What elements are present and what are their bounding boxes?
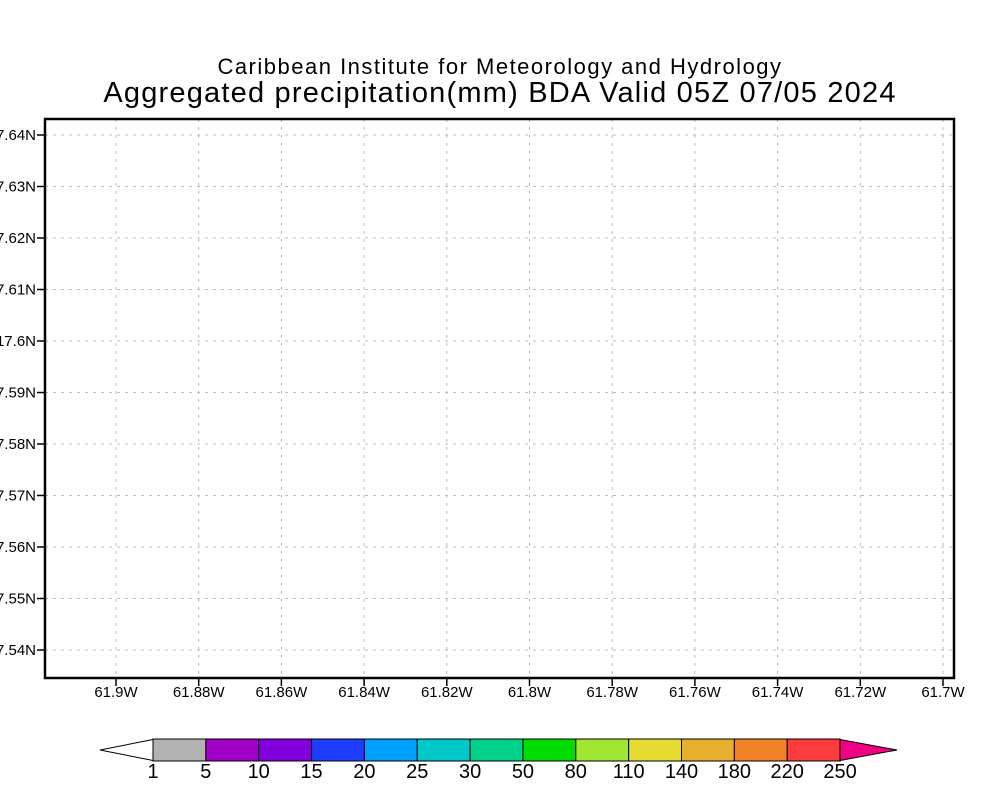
colorbar-tick-label: 5 (200, 761, 211, 783)
y-tick-label: 7.54N (0, 642, 36, 659)
y-tick-label: 7.55N (0, 591, 36, 608)
colorbar-tick-label: 110 (613, 761, 645, 783)
plot-border (43, 117, 956, 680)
colorbar-tick-label: 140 (665, 761, 698, 783)
x-tick-label: 61.74W (752, 684, 805, 701)
x-tick-label: 61.72W (834, 684, 887, 701)
x-tick-label: 61.9W (94, 684, 138, 701)
y-tick-label: 7.62N (0, 230, 36, 247)
y-tick-label: 17.6N (0, 333, 36, 350)
colorbar-segment (575, 738, 630, 762)
colorbar-segment (152, 738, 207, 762)
colorbar-segment (258, 738, 313, 762)
colorbar-segment (786, 738, 841, 762)
colorbar-underflow-arrow (99, 738, 154, 762)
x-tick-label: 61.8W (508, 684, 552, 701)
colorbar-segment (416, 738, 471, 762)
x-tick-label: 61.82W (421, 684, 474, 701)
y-tick-label: 7.57N (0, 488, 36, 505)
colorbar-overflow-arrow (839, 738, 898, 762)
colorbar-segment (733, 738, 788, 762)
colorbar-segment (205, 738, 260, 762)
x-tick-label: 61.76W (669, 684, 722, 701)
y-tick-label: 7.64N (0, 127, 36, 144)
x-tick-label: 61.88W (173, 684, 226, 701)
colorbar-tick-label: 15 (300, 761, 322, 783)
colorbar-segment (469, 738, 524, 762)
y-tick-label: 7.61N (0, 282, 36, 299)
colorbar-segment (628, 738, 683, 762)
organization-title: Caribbean Institute for Meteorology and … (217, 54, 783, 79)
colorbar-tick-label: 30 (459, 761, 481, 783)
colorbar-tick-label: 10 (248, 761, 270, 783)
colorbar-tick-label: 25 (406, 761, 428, 783)
y-tick-label: 7.59N (0, 385, 36, 402)
x-tick-label: 61.84W (338, 684, 391, 701)
colorbar-tick-label: 80 (565, 761, 587, 783)
x-tick-label: 61.78W (586, 684, 639, 701)
y-tick-label: 7.56N (0, 539, 36, 556)
colorbar-segment (311, 738, 365, 762)
colorbar-segment (681, 738, 735, 762)
colorbar-tick-label: 1 (147, 761, 158, 783)
plot-title: Aggregated precipitation(mm) BDA Valid 0… (103, 77, 897, 109)
y-tick-label: 7.58N (0, 436, 36, 453)
colorbar-tick-label: 250 (823, 761, 856, 783)
colorbar-tick-label: 50 (512, 761, 534, 783)
x-tick-label: 61.86W (256, 684, 309, 701)
y-tick-label: 7.63N (0, 179, 36, 196)
colorbar-tick-label: 220 (771, 761, 804, 783)
colorbar-segment (363, 738, 418, 762)
colorbar-tick-label: 180 (718, 761, 751, 783)
colorbar-tick-label: 20 (353, 761, 375, 783)
colorbar-segment (522, 738, 577, 762)
x-tick-label: 61.7W (921, 684, 965, 701)
